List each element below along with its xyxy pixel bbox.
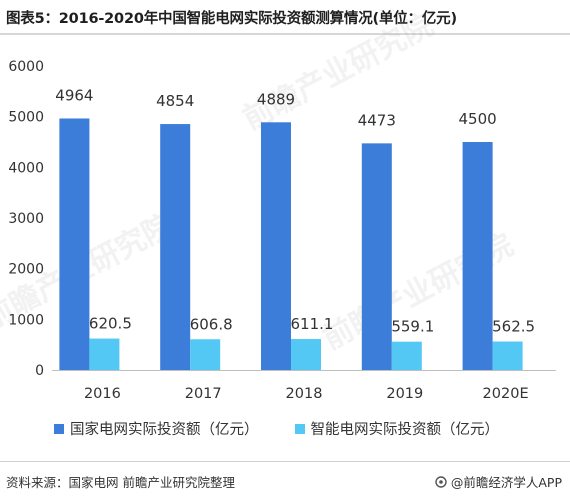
x-tick-label: 2017: [185, 386, 222, 402]
x-tick-label: 2018: [286, 386, 323, 402]
bar-smart-grid: [291, 339, 321, 370]
bar-smart-grid: [190, 339, 221, 370]
legend-label-smart-grid: 智能电网实际投资额（亿元）: [310, 422, 500, 438]
legend-item-state-grid: 国家电网实际投资额（亿元）: [54, 418, 259, 439]
legend-swatch-state-grid: [54, 423, 64, 434]
bar-smart-grid: [492, 341, 523, 370]
title-divider: [0, 33, 570, 35]
y-tick-label: 2000: [8, 262, 44, 278]
y-tick-label: 3000: [8, 211, 44, 227]
data-label: 4473: [358, 111, 396, 129]
bar-smart-grid: [89, 338, 120, 370]
data-label: 606.8: [190, 315, 233, 333]
legend-item-smart-grid: 智能电网实际投资额（亿元）: [294, 418, 500, 439]
svg-text:前瞻产业研究院: 前瞻产业研究院: [237, 8, 439, 137]
bar-state-grid: [59, 118, 90, 371]
data-label: 562.5: [492, 318, 535, 336]
brand-credit: @前瞻经济学人APP: [435, 472, 562, 491]
y-axis: 0 1000 2000 3000 4000 5000 6000: [8, 59, 44, 379]
x-axis: 2016 2017 2018 2019 2020E: [84, 386, 529, 402]
data-label: 620.5: [89, 315, 132, 333]
x-tick-label: 2019: [386, 386, 423, 402]
legend-swatch-smart-grid: [294, 423, 305, 434]
chart-title: 图表5：2016-2020年中国智能电网实际投资额测算情况(单位：亿元): [6, 11, 457, 27]
bar-smart-grid: [391, 341, 422, 370]
brand-logo-icon: [435, 475, 447, 488]
y-tick-label: 1000: [8, 312, 44, 328]
bars: 4964 620.5 4854 606.8 4889 611.1 4473 559.1 4500…: [55, 86, 535, 371]
y-tick-label: 6000: [8, 59, 44, 75]
data-label: 4854: [156, 92, 194, 110]
y-tick-label: 4000: [8, 160, 44, 176]
x-tick-label: 2020E: [483, 386, 529, 402]
data-label: 4964: [55, 86, 93, 104]
footer-divider: [0, 461, 570, 462]
brand-text: @前瞻经济学人APP: [450, 475, 562, 490]
x-tick-label: 2016: [84, 386, 121, 402]
data-label: 559.1: [391, 318, 434, 336]
bar-state-grid: [160, 124, 191, 371]
y-tick-label: 0: [35, 363, 44, 379]
bar-state-grid: [361, 143, 392, 370]
data-label: 4889: [257, 90, 295, 108]
y-tick-label: 5000: [8, 110, 44, 126]
data-label: 4500: [459, 110, 497, 128]
data-label: 611.1: [291, 315, 334, 333]
source-note: 资料来源：国家电网 前瞻产业研究院整理: [6, 475, 235, 490]
bar-state-grid: [462, 142, 493, 370]
legend: 国家电网实际投资额（亿元） 智能电网实际投资额（亿元）: [54, 418, 535, 439]
legend-label-state-grid: 国家电网实际投资额（亿元）: [70, 422, 259, 438]
bar-state-grid: [261, 122, 291, 370]
